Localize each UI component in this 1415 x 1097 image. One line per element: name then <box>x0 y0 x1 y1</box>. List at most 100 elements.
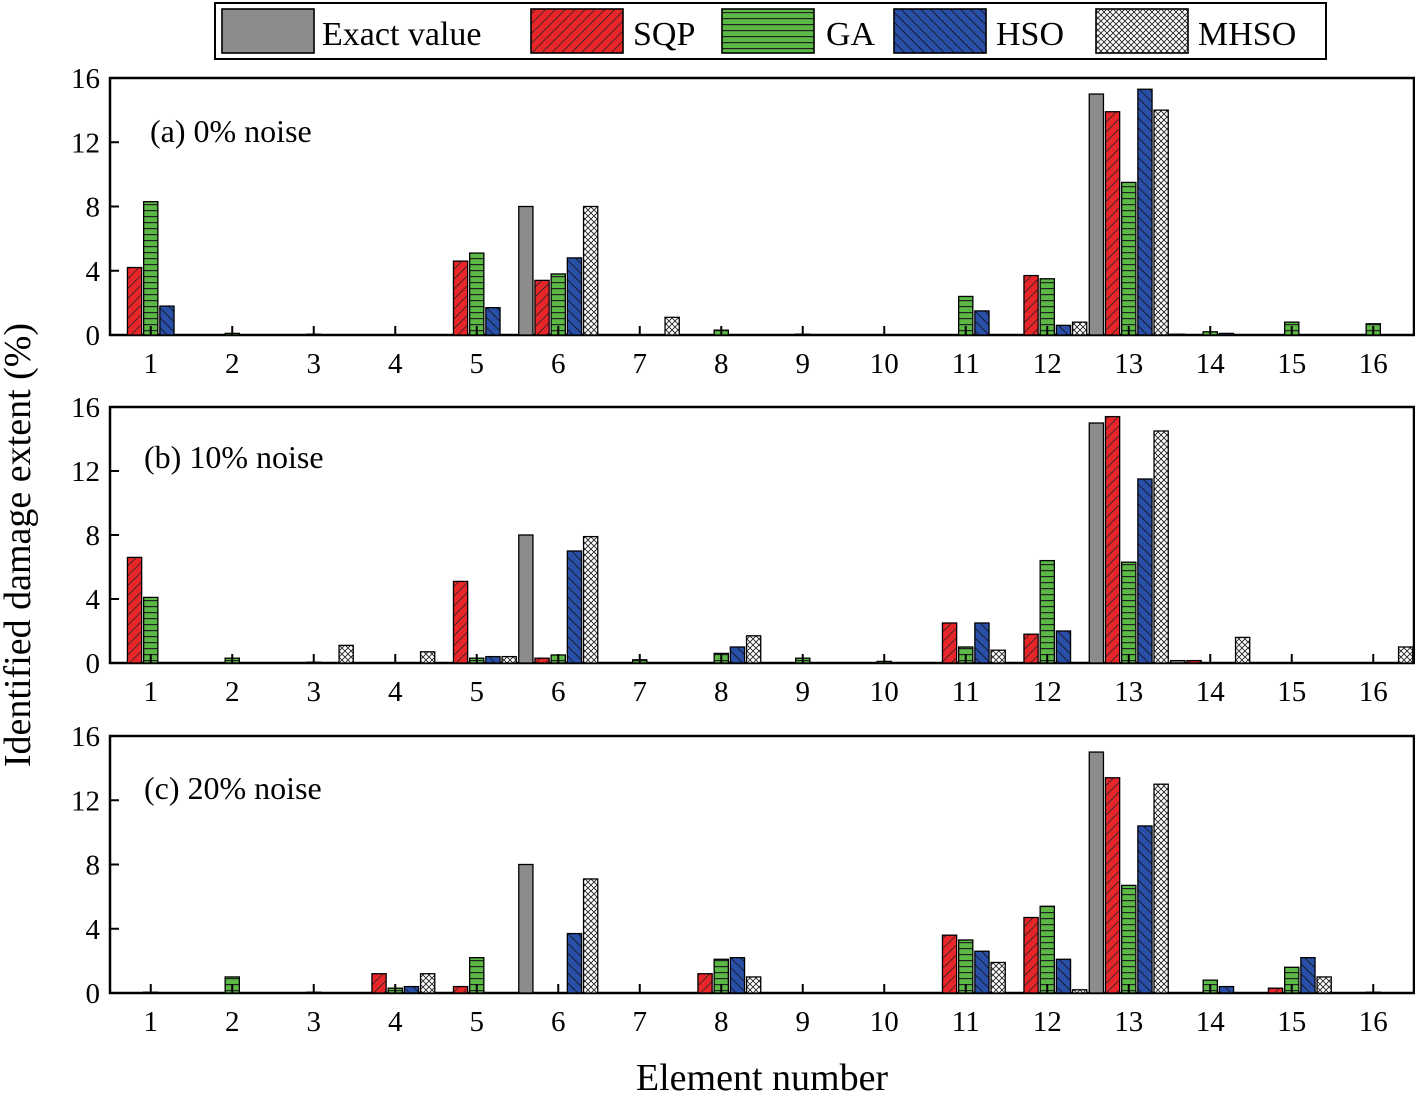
panel-c-label: (c) 20% noise <box>144 770 322 806</box>
x-tick-label: 10 <box>870 348 899 380</box>
x-tick-label: 15 <box>1277 1006 1306 1038</box>
bar-sqp-element-8 <box>697 973 713 994</box>
x-tick-label: 7 <box>633 676 648 708</box>
x-tick-label: 6 <box>551 348 566 380</box>
y-tick-label: 16 <box>71 392 100 424</box>
bar-hso-element-12 <box>1055 630 1072 664</box>
bar-mhso-element-12 <box>1071 989 1088 994</box>
bar-sqp-element-6 <box>534 279 550 336</box>
legend-swatch-ga <box>721 8 815 54</box>
x-tick-label: 16 <box>1359 1006 1388 1038</box>
bar-ga-element-13 <box>1121 561 1137 664</box>
bar-ga-element-13 <box>1121 181 1137 336</box>
bar-hso-element-13 <box>1137 478 1153 664</box>
bar-hso-element-15 <box>1300 957 1316 994</box>
legend-label-hso: HSO <box>996 16 1064 53</box>
x-tick-label: 2 <box>225 676 240 708</box>
bar-sqp-element-12 <box>1023 916 1039 994</box>
bar-exact-value-element-6 <box>518 205 534 336</box>
y-tick-label: 0 <box>86 648 101 680</box>
legend-label-exact-value: Exact value <box>322 16 482 53</box>
bar-hso-element-13 <box>1137 88 1153 336</box>
x-tick-label: 9 <box>796 348 811 380</box>
bar-mhso-element-11 <box>990 961 1006 994</box>
legend-swatch-hso <box>893 8 987 54</box>
bar-sqp-element-5 <box>452 985 469 994</box>
bar-mhso-element-13 <box>1153 109 1169 336</box>
bar-hso-element-5 <box>485 655 501 664</box>
panel-a-label: (a) 0% noise <box>150 113 312 149</box>
panel-c-bars <box>142 751 1382 994</box>
legend-label-ga: GA <box>826 16 876 53</box>
x-tick-label: 13 <box>1114 348 1143 380</box>
bar-sqp-element-11 <box>941 622 958 664</box>
bar-hso-element-14 <box>1218 985 1235 994</box>
bar-hso-element-4 <box>403 985 420 994</box>
x-tick-label: 1 <box>144 676 159 708</box>
x-tick-label: 1 <box>144 348 159 380</box>
x-tick-label: 5 <box>470 676 485 708</box>
y-tick-label: 12 <box>71 127 100 159</box>
bar-sqp-element-12 <box>1023 274 1039 336</box>
bar-hso-element-11 <box>974 950 990 994</box>
x-tick-label: 14 <box>1196 676 1226 708</box>
x-tick-label: 11 <box>952 1006 980 1038</box>
bar-mhso-element-8 <box>745 976 762 994</box>
bar-hso-element-1 <box>159 305 175 336</box>
x-tick-label: 13 <box>1114 1006 1143 1038</box>
bar-ga-element-1 <box>142 596 159 664</box>
bar-ga-element-6 <box>550 273 567 336</box>
x-tick-label: 9 <box>796 1006 811 1038</box>
x-tick-label: 5 <box>470 1006 485 1038</box>
bar-mhso-element-11 <box>990 649 1006 664</box>
x-tick-label: 14 <box>1196 348 1226 380</box>
x-tick-label: 12 <box>1033 1006 1062 1038</box>
x-tick-label: 14 <box>1196 1006 1226 1038</box>
y-tick-label: 4 <box>86 584 101 616</box>
x-tick-label: 8 <box>714 1006 729 1038</box>
bar-hso-element-12 <box>1055 324 1072 336</box>
bar-exact-value-element-13 <box>1088 93 1105 336</box>
x-tick-label: 11 <box>952 676 980 708</box>
bar-hso-element-14 <box>1218 332 1235 336</box>
bar-exact-value-element-14 <box>1170 659 1186 664</box>
bar-mhso-element-14 <box>1234 636 1251 664</box>
bar-ga-element-13 <box>1121 884 1137 994</box>
bar-mhso-element-7 <box>664 316 680 336</box>
bar-sqp-element-13 <box>1104 777 1121 994</box>
bar-sqp-element-14 <box>1186 659 1202 664</box>
bar-ga-element-12 <box>1039 905 1056 994</box>
x-tick-label: 10 <box>870 676 899 708</box>
bar-hso-element-6 <box>566 932 583 994</box>
x-tick-label: 8 <box>714 348 729 380</box>
bar-ga-element-12 <box>1039 559 1056 664</box>
bar-exact-value-element-14 <box>1170 333 1186 336</box>
y-tick-label: 8 <box>86 520 101 552</box>
legend: Exact value SQP GA HSO MHSO <box>214 2 1327 60</box>
bar-exact-value-element-6 <box>518 863 534 994</box>
bar-mhso-element-13 <box>1153 430 1169 664</box>
bar-hso-element-13 <box>1137 825 1153 994</box>
x-tick-label: 16 <box>1359 676 1388 708</box>
legend-swatch-exact-value <box>221 8 315 54</box>
bar-mhso-element-4 <box>419 651 436 664</box>
x-tick-label: 2 <box>225 348 240 380</box>
bar-mhso-element-15 <box>1316 976 1332 994</box>
legend-label-mhso: MHSO <box>1198 16 1296 53</box>
y-tick-label: 4 <box>86 256 101 288</box>
bar-sqp-element-5 <box>452 580 469 664</box>
bar-sqp-element-6 <box>534 657 550 664</box>
x-tick-label: 6 <box>551 676 566 708</box>
y-tick-label: 16 <box>71 63 100 95</box>
y-tick-label: 8 <box>86 192 101 224</box>
legend-label-sqp: SQP <box>633 16 695 53</box>
panel-b-label: (b) 10% noise <box>144 439 324 475</box>
bar-hso-element-5 <box>485 307 501 336</box>
x-tick-label: 3 <box>307 348 322 380</box>
